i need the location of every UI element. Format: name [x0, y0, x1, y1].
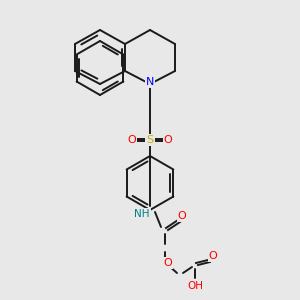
Text: O: O: [164, 135, 172, 145]
Text: O: O: [208, 251, 217, 261]
Text: OH: OH: [187, 281, 203, 291]
Text: O: O: [178, 211, 186, 221]
Text: N: N: [146, 77, 154, 87]
Text: NH: NH: [134, 209, 150, 219]
Text: S: S: [146, 135, 154, 145]
Text: O: O: [164, 258, 172, 268]
Text: O: O: [128, 135, 136, 145]
